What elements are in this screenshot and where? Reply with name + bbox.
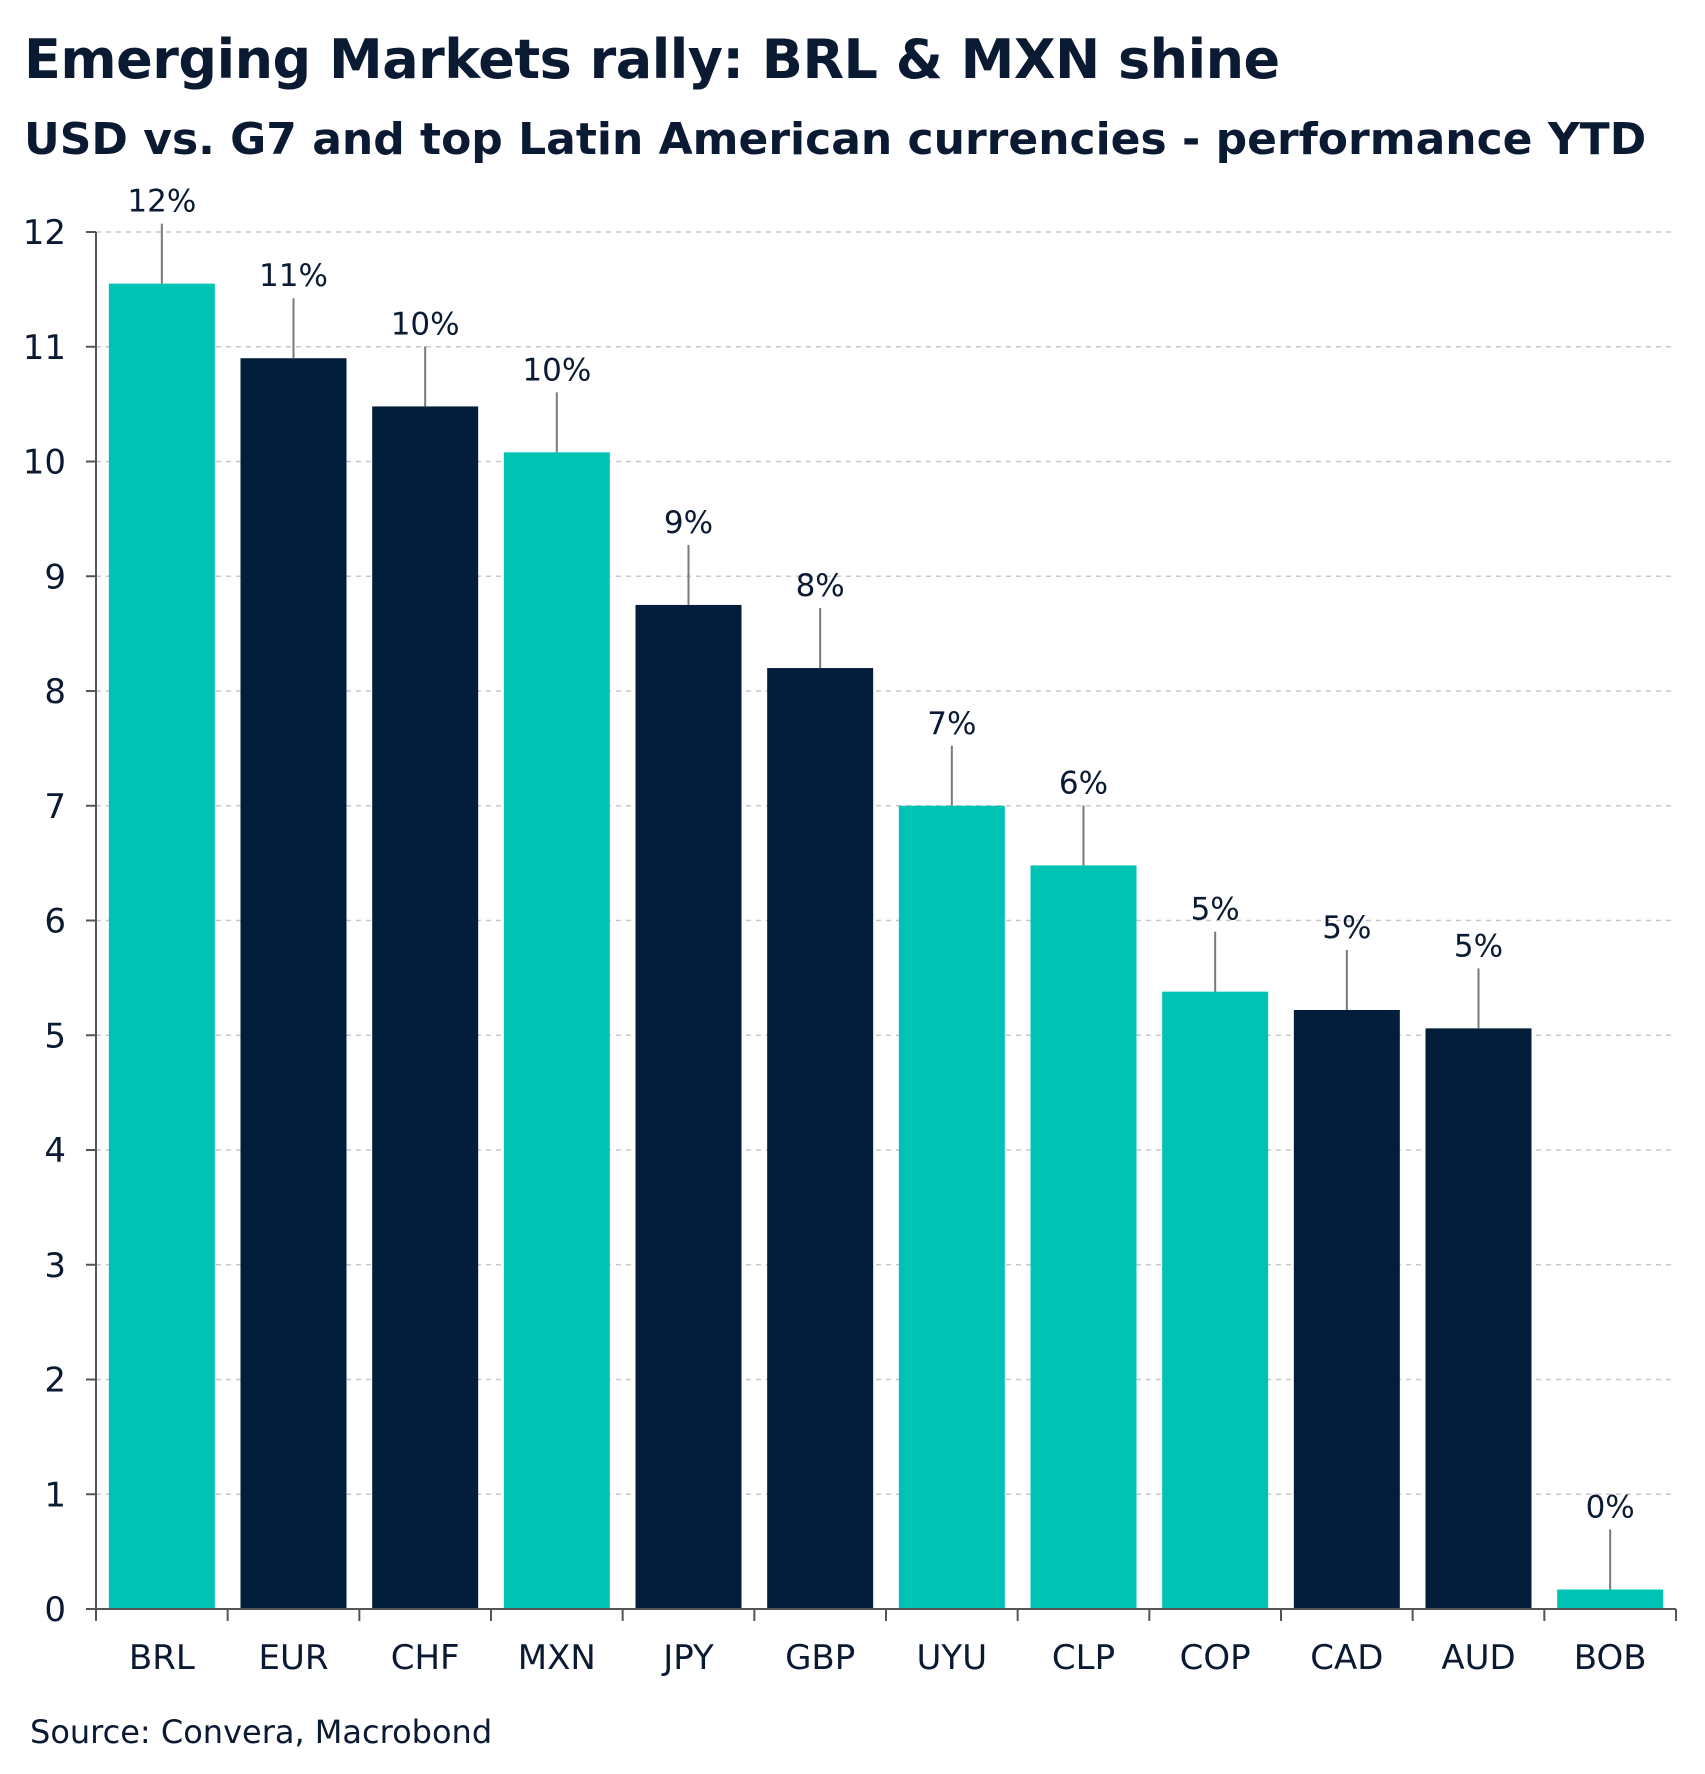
data-label-aud: 5% [1454,928,1503,964]
y-tick-label: 9 [44,557,66,597]
data-label-clp: 6% [1059,765,1108,801]
label-leader-lines [160,223,1612,1590]
chart-source: Source: Convera, Macrobond [30,1713,493,1751]
bar-aud [1425,1028,1532,1609]
y-tick-label: 1 [44,1475,66,1515]
data-label-brl: 12% [127,184,196,220]
x-tick-label-brl: BRL [129,1638,195,1678]
bar-cop [1162,991,1269,1609]
y-tick-label: 0 [44,1590,66,1630]
bar-cad [1293,1010,1400,1609]
bar-jpy [635,604,742,1609]
y-tick-label: 10 [23,443,66,483]
y-tick-label: 5 [44,1016,66,1056]
x-tick-label-jpy: JPY [661,1638,714,1678]
y-tick-label: 8 [44,672,66,712]
data-label-uyu: 7% [927,706,976,742]
y-tick-label: 4 [44,1131,66,1171]
bar-uyu [898,805,1005,1609]
data-label-mxn: 10% [522,352,591,388]
y-tick-label: 12 [23,213,66,253]
bar-eur [240,358,347,1610]
data-label-chf: 10% [391,306,460,342]
x-tick-label-eur: EUR [259,1638,329,1678]
data-label-cad: 5% [1322,910,1371,946]
data-label-eur: 11% [259,258,328,294]
x-tick-label-cad: CAD [1310,1638,1383,1678]
x-tick-label-mxn: MXN [518,1638,596,1678]
gridlines [96,231,1676,1495]
bar-brl [108,283,215,1610]
bar-bob [1557,1589,1664,1609]
chart-subtitle: USD vs. G7 and top Latin American curren… [24,114,1647,165]
x-tick-label-uyu: UYU [917,1638,988,1678]
x-tick-label-chf: CHF [391,1638,460,1678]
bar-mxn [503,452,610,1609]
data-label-bob: 0% [1586,1489,1635,1525]
bar-gbp [767,668,874,1609]
x-tick-label-gbp: GBP [785,1638,855,1678]
y-tick-label: 6 [44,902,66,942]
data-labels: 12% 11% 10% 10% 9% 8% 7% 6% 5% 5% 5% 0% [127,184,1634,1526]
bars [108,283,1664,1610]
data-label-gbp: 8% [796,568,845,604]
x-tick-label-bob: BOB [1574,1638,1647,1678]
bar-chf [372,406,479,1609]
data-label-jpy: 9% [664,505,713,541]
x-tick-label-cop: COP [1180,1638,1251,1678]
y-tick-label: 11 [23,328,66,368]
x-tick-label-clp: CLP [1052,1638,1115,1678]
data-label-cop: 5% [1191,892,1240,928]
chart-title: Emerging Markets rally: BRL & MXN shine [24,28,1280,91]
y-tick-label: 3 [44,1246,66,1286]
bar-clp [1030,865,1137,1609]
y-tick-label: 2 [44,1361,66,1401]
x-tick-label-aud: AUD [1441,1638,1515,1678]
y-tick-label: 7 [44,787,66,827]
